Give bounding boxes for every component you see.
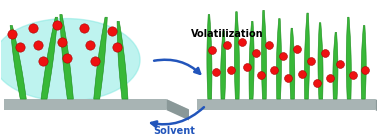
Point	[114, 46, 120, 49]
Polygon shape	[276, 19, 282, 99]
Polygon shape	[197, 99, 375, 110]
Point	[224, 44, 230, 46]
Point	[30, 27, 36, 29]
Polygon shape	[10, 25, 26, 99]
Point	[40, 60, 46, 62]
Polygon shape	[117, 21, 128, 99]
Point	[253, 52, 259, 54]
Point	[213, 71, 219, 73]
Polygon shape	[290, 28, 295, 99]
Polygon shape	[234, 12, 239, 99]
Point	[308, 60, 314, 62]
Polygon shape	[221, 31, 226, 99]
Point	[244, 66, 250, 68]
Polygon shape	[304, 13, 310, 99]
Polygon shape	[166, 99, 189, 120]
Point	[285, 77, 291, 79]
Polygon shape	[41, 17, 57, 99]
Point	[34, 44, 40, 46]
Point	[271, 68, 277, 71]
Polygon shape	[5, 99, 189, 109]
Point	[64, 57, 70, 60]
Point	[81, 27, 87, 29]
Polygon shape	[346, 17, 351, 99]
Point	[59, 41, 65, 43]
Point	[337, 63, 343, 65]
Point	[350, 74, 356, 76]
Polygon shape	[249, 21, 254, 99]
Point	[228, 68, 234, 71]
Point	[257, 74, 263, 76]
Point	[280, 55, 286, 57]
Polygon shape	[5, 99, 166, 110]
Polygon shape	[333, 32, 338, 99]
Text: Volatilization: Volatilization	[191, 29, 263, 39]
Point	[54, 24, 60, 27]
Point	[299, 73, 305, 75]
Point	[294, 48, 301, 50]
Point	[87, 44, 93, 46]
Polygon shape	[60, 14, 73, 99]
Point	[9, 33, 15, 35]
Polygon shape	[94, 17, 107, 99]
Point	[362, 68, 368, 71]
Point	[322, 52, 328, 54]
Polygon shape	[207, 14, 212, 99]
Point	[209, 49, 215, 51]
Polygon shape	[361, 25, 366, 99]
Point	[327, 77, 333, 79]
Point	[239, 41, 245, 43]
Point	[266, 44, 272, 46]
Point	[17, 46, 23, 49]
Point	[92, 60, 98, 62]
Point	[109, 30, 115, 32]
Text: Solvent: Solvent	[153, 126, 195, 136]
Polygon shape	[375, 99, 378, 120]
Point	[314, 82, 320, 84]
Polygon shape	[262, 10, 266, 99]
Ellipse shape	[0, 19, 140, 101]
Polygon shape	[318, 23, 323, 99]
Polygon shape	[197, 99, 378, 109]
